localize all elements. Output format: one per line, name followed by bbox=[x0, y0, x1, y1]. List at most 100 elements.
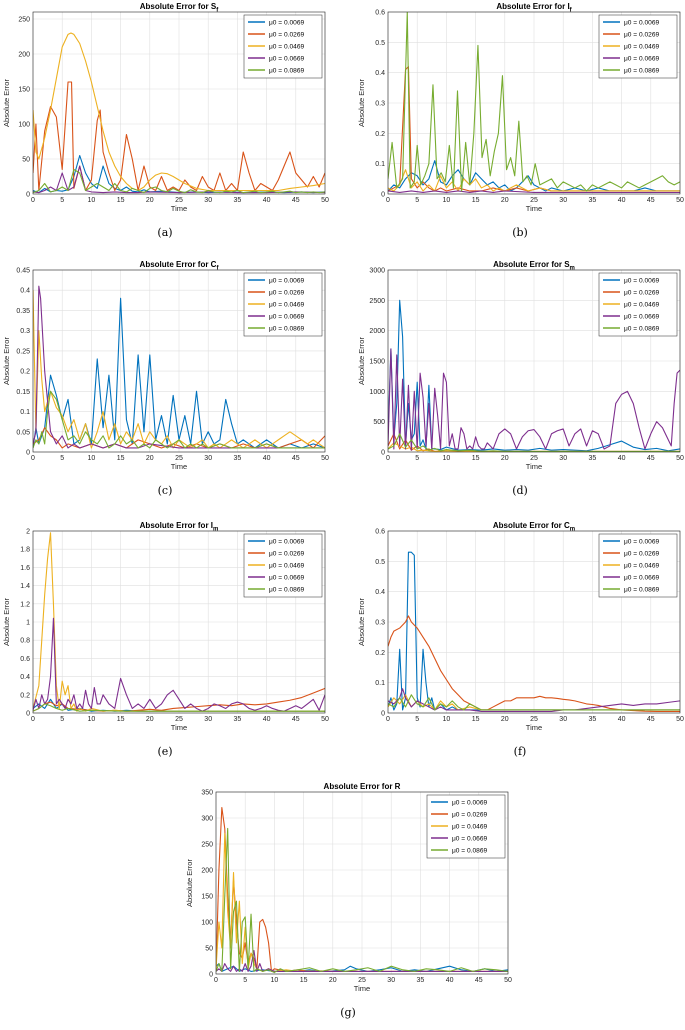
y-tick-label: 1000 bbox=[369, 389, 385, 396]
series-line-5 bbox=[388, 694, 680, 711]
y-tick-label: 0.5 bbox=[375, 40, 385, 47]
x-tick-label: 45 bbox=[292, 455, 300, 462]
legend-label: μ0 = 0.0469 bbox=[269, 562, 304, 569]
legend-label: μ0 = 0.0469 bbox=[624, 301, 659, 308]
x-tick-label: 35 bbox=[589, 716, 597, 723]
x-tick-label: 0 bbox=[31, 197, 35, 204]
x-tick-label: 40 bbox=[618, 716, 626, 723]
x-tick-label: 35 bbox=[417, 977, 425, 984]
x-tick-label: 40 bbox=[446, 977, 454, 984]
chart-g: Absolute Error for R 0 5 10 15 20 25 30 35 40 45 50… bbox=[185, 782, 512, 993]
x-tick-label: 15 bbox=[300, 977, 308, 984]
x-axis-label: Time bbox=[526, 204, 542, 213]
chart-title: Absolute Error for Im bbox=[140, 521, 219, 533]
x-tick-label: 35 bbox=[234, 197, 242, 204]
legend-label: μ0 = 0.0669 bbox=[624, 55, 659, 62]
chart-panel-f: Absolute Error for Cm 0 5 10 15 20 25 30 35 40 45 5… bbox=[355, 519, 685, 769]
y-axis-label: Absolute Error bbox=[357, 79, 366, 127]
x-tick-label: 30 bbox=[559, 197, 567, 204]
y-tick-label: 0.6 bbox=[20, 656, 30, 663]
y-tick-label: 1.8 bbox=[20, 547, 30, 554]
y-tick-label: 1.4 bbox=[20, 583, 30, 590]
x-tick-label: 5 bbox=[415, 455, 419, 462]
legend-label: μ0 = 0.0269 bbox=[624, 289, 659, 296]
x-tick-label: 30 bbox=[559, 716, 567, 723]
series-line-5 bbox=[33, 390, 325, 449]
x-tick-label: 50 bbox=[676, 455, 684, 462]
x-tick-label: 10 bbox=[88, 197, 96, 204]
y-tick-label: 350 bbox=[201, 790, 213, 797]
y-tick-label: 0 bbox=[209, 972, 213, 979]
series-line-4 bbox=[216, 950, 508, 972]
x-tick-label: 30 bbox=[387, 977, 395, 984]
legend-label: μ0 = 0.0469 bbox=[452, 823, 487, 830]
x-tick-label: 45 bbox=[475, 977, 483, 984]
caption-a: (a) bbox=[157, 226, 173, 239]
y-tick-label: 0 bbox=[381, 450, 385, 457]
y-tick-label: 0.2 bbox=[20, 692, 30, 699]
x-tick-label: 50 bbox=[321, 716, 329, 723]
y-tick-label: 0.6 bbox=[375, 10, 385, 17]
y-axis-label: Absolute Error bbox=[2, 79, 11, 127]
x-tick-label: 20 bbox=[501, 455, 509, 462]
x-tick-label: 20 bbox=[329, 977, 337, 984]
x-tick-label: 20 bbox=[501, 197, 509, 204]
legend-label: μ0 = 0.0069 bbox=[624, 277, 659, 284]
legend-label: μ0 = 0.0069 bbox=[624, 19, 659, 26]
caption-g: (g) bbox=[340, 1006, 356, 1019]
legend: μ0 = 0.0069 μ0 = 0.0269 μ0 = 0.0469 μ0 = 0.… bbox=[598, 14, 678, 79]
y-tick-label: 0 bbox=[26, 450, 30, 457]
x-axis-label: Time bbox=[526, 723, 542, 732]
legend-label: μ0 = 0.0269 bbox=[269, 289, 304, 296]
x-axis-label: Time bbox=[354, 984, 370, 993]
chart-d: Absolute Error for Sm 0 5 10 15 20 25 30 35 40 45 5… bbox=[357, 260, 684, 471]
legend-label: μ0 = 0.0469 bbox=[269, 43, 304, 50]
y-tick-label: 2500 bbox=[369, 298, 385, 305]
y-tick-label: 0.6 bbox=[375, 529, 385, 536]
x-tick-label: 25 bbox=[175, 716, 183, 723]
chart-panel-d: Absolute Error for Sm 0 5 10 15 20 25 30 35 40 45 5… bbox=[355, 258, 685, 508]
y-tick-label: 500 bbox=[373, 419, 385, 426]
y-tick-label: 300 bbox=[201, 816, 213, 823]
y-tick-label: 0.25 bbox=[16, 348, 30, 355]
series-line-4 bbox=[388, 688, 680, 713]
x-tick-label: 5 bbox=[415, 716, 419, 723]
y-axis-label: Absolute Error bbox=[2, 598, 11, 646]
legend: μ0 = 0.0069 μ0 = 0.0269 μ0 = 0.0469 μ0 = 0.… bbox=[426, 794, 506, 859]
x-tick-label: 50 bbox=[321, 197, 329, 204]
legend: μ0 = 0.0069 μ0 = 0.0269 μ0 = 0.0469 μ0 = 0.… bbox=[243, 533, 323, 598]
legend-label: μ0 = 0.0869 bbox=[624, 586, 659, 593]
y-tick-label: 0.15 bbox=[16, 389, 30, 396]
series-line-4 bbox=[33, 285, 325, 449]
y-tick-label: 0.05 bbox=[16, 429, 30, 436]
legend-label: μ0 = 0.0269 bbox=[624, 31, 659, 38]
axes-box bbox=[387, 11, 681, 195]
x-tick-label: 35 bbox=[234, 455, 242, 462]
x-tick-label: 0 bbox=[386, 716, 390, 723]
x-tick-label: 40 bbox=[263, 455, 271, 462]
y-axis-label: Absolute Error bbox=[185, 859, 194, 907]
legend-label: μ0 = 0.0669 bbox=[269, 313, 304, 320]
x-tick-label: 5 bbox=[243, 977, 247, 984]
x-tick-label: 40 bbox=[263, 197, 271, 204]
y-tick-label: 1.6 bbox=[20, 565, 30, 572]
x-tick-label: 30 bbox=[204, 197, 212, 204]
legend-label: μ0 = 0.0269 bbox=[452, 811, 487, 818]
x-tick-label: 20 bbox=[146, 716, 154, 723]
y-tick-label: 0.3 bbox=[375, 620, 385, 627]
y-tick-label: 0.4 bbox=[20, 288, 30, 295]
x-tick-label: 30 bbox=[204, 716, 212, 723]
y-tick-label: 100 bbox=[18, 122, 30, 129]
y-tick-label: 250 bbox=[201, 842, 213, 849]
y-tick-label: 0.1 bbox=[375, 680, 385, 687]
series-line-4 bbox=[388, 190, 680, 194]
y-axis-label: Absolute Error bbox=[357, 337, 366, 385]
x-tick-label: 50 bbox=[676, 716, 684, 723]
x-tick-label: 5 bbox=[415, 197, 419, 204]
chart-title: Absolute Error for R bbox=[324, 782, 401, 791]
x-tick-label: 10 bbox=[88, 716, 96, 723]
y-tick-label: 0.3 bbox=[20, 328, 30, 335]
series-line-4 bbox=[388, 348, 680, 451]
legend: μ0 = 0.0069 μ0 = 0.0269 μ0 = 0.0469 μ0 = 0.… bbox=[243, 272, 323, 337]
x-tick-label: 5 bbox=[60, 716, 64, 723]
